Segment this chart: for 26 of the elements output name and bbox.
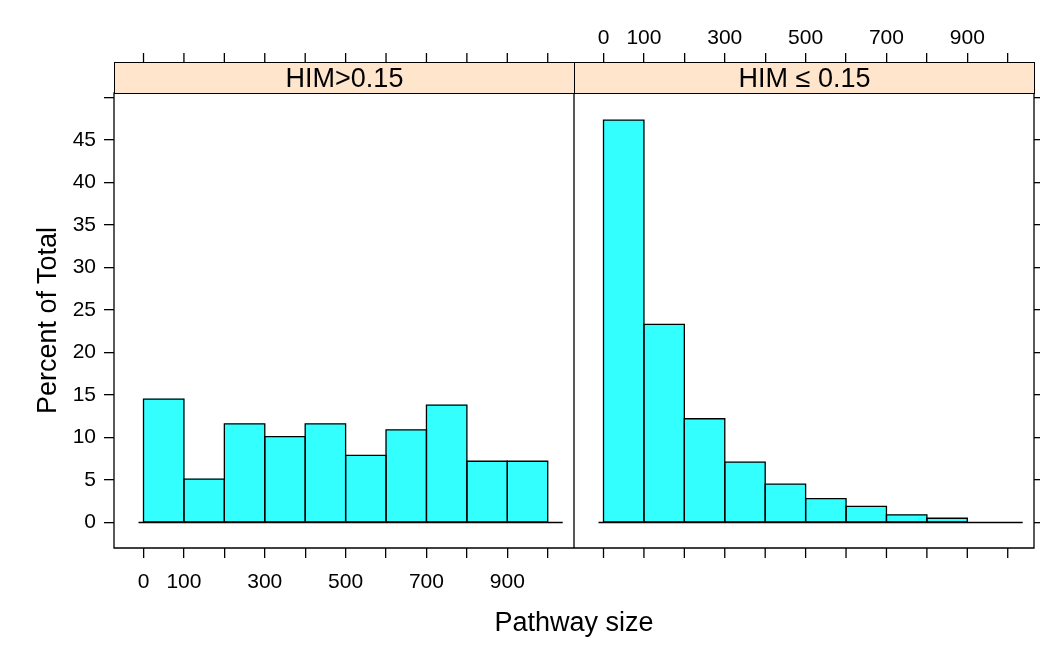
y-tick-label: 40 (72, 169, 96, 193)
y-tick-label: 20 (72, 339, 96, 363)
y-tick-label: 45 (72, 126, 96, 150)
x-axis-title: Pathway size (493, 607, 655, 638)
y-tick-label: 10 (72, 424, 96, 448)
x-tick-label: 900 (489, 569, 525, 593)
y-tick-label: 35 (72, 211, 96, 235)
x-tick-label: 300 (707, 25, 743, 49)
x-tick-label: 300 (247, 569, 283, 593)
x-tick-label: 900 (949, 25, 985, 49)
chart-title: HIM ≤ 0.15 (574, 62, 1035, 94)
y-axis-title: Percent of Total (31, 226, 62, 415)
y-tick-label: 5 (84, 466, 96, 490)
x-tick-label: 0 (137, 569, 150, 593)
chart-title: HIM>0.15 (114, 62, 575, 94)
x-tick-label: 700 (868, 25, 904, 49)
x-tick-label: 500 (328, 569, 364, 593)
y-tick-label: 0 (84, 509, 96, 533)
x-tick-label: 500 (788, 25, 824, 49)
x-tick-label: 100 (626, 25, 662, 49)
y-tick-label: 30 (72, 254, 96, 278)
x-tick-label: 100 (166, 569, 202, 593)
x-tick-label: 700 (408, 569, 444, 593)
y-tick-label: 25 (72, 296, 96, 320)
y-tick-label: 15 (72, 381, 96, 405)
x-tick-label: 0 (597, 25, 610, 49)
